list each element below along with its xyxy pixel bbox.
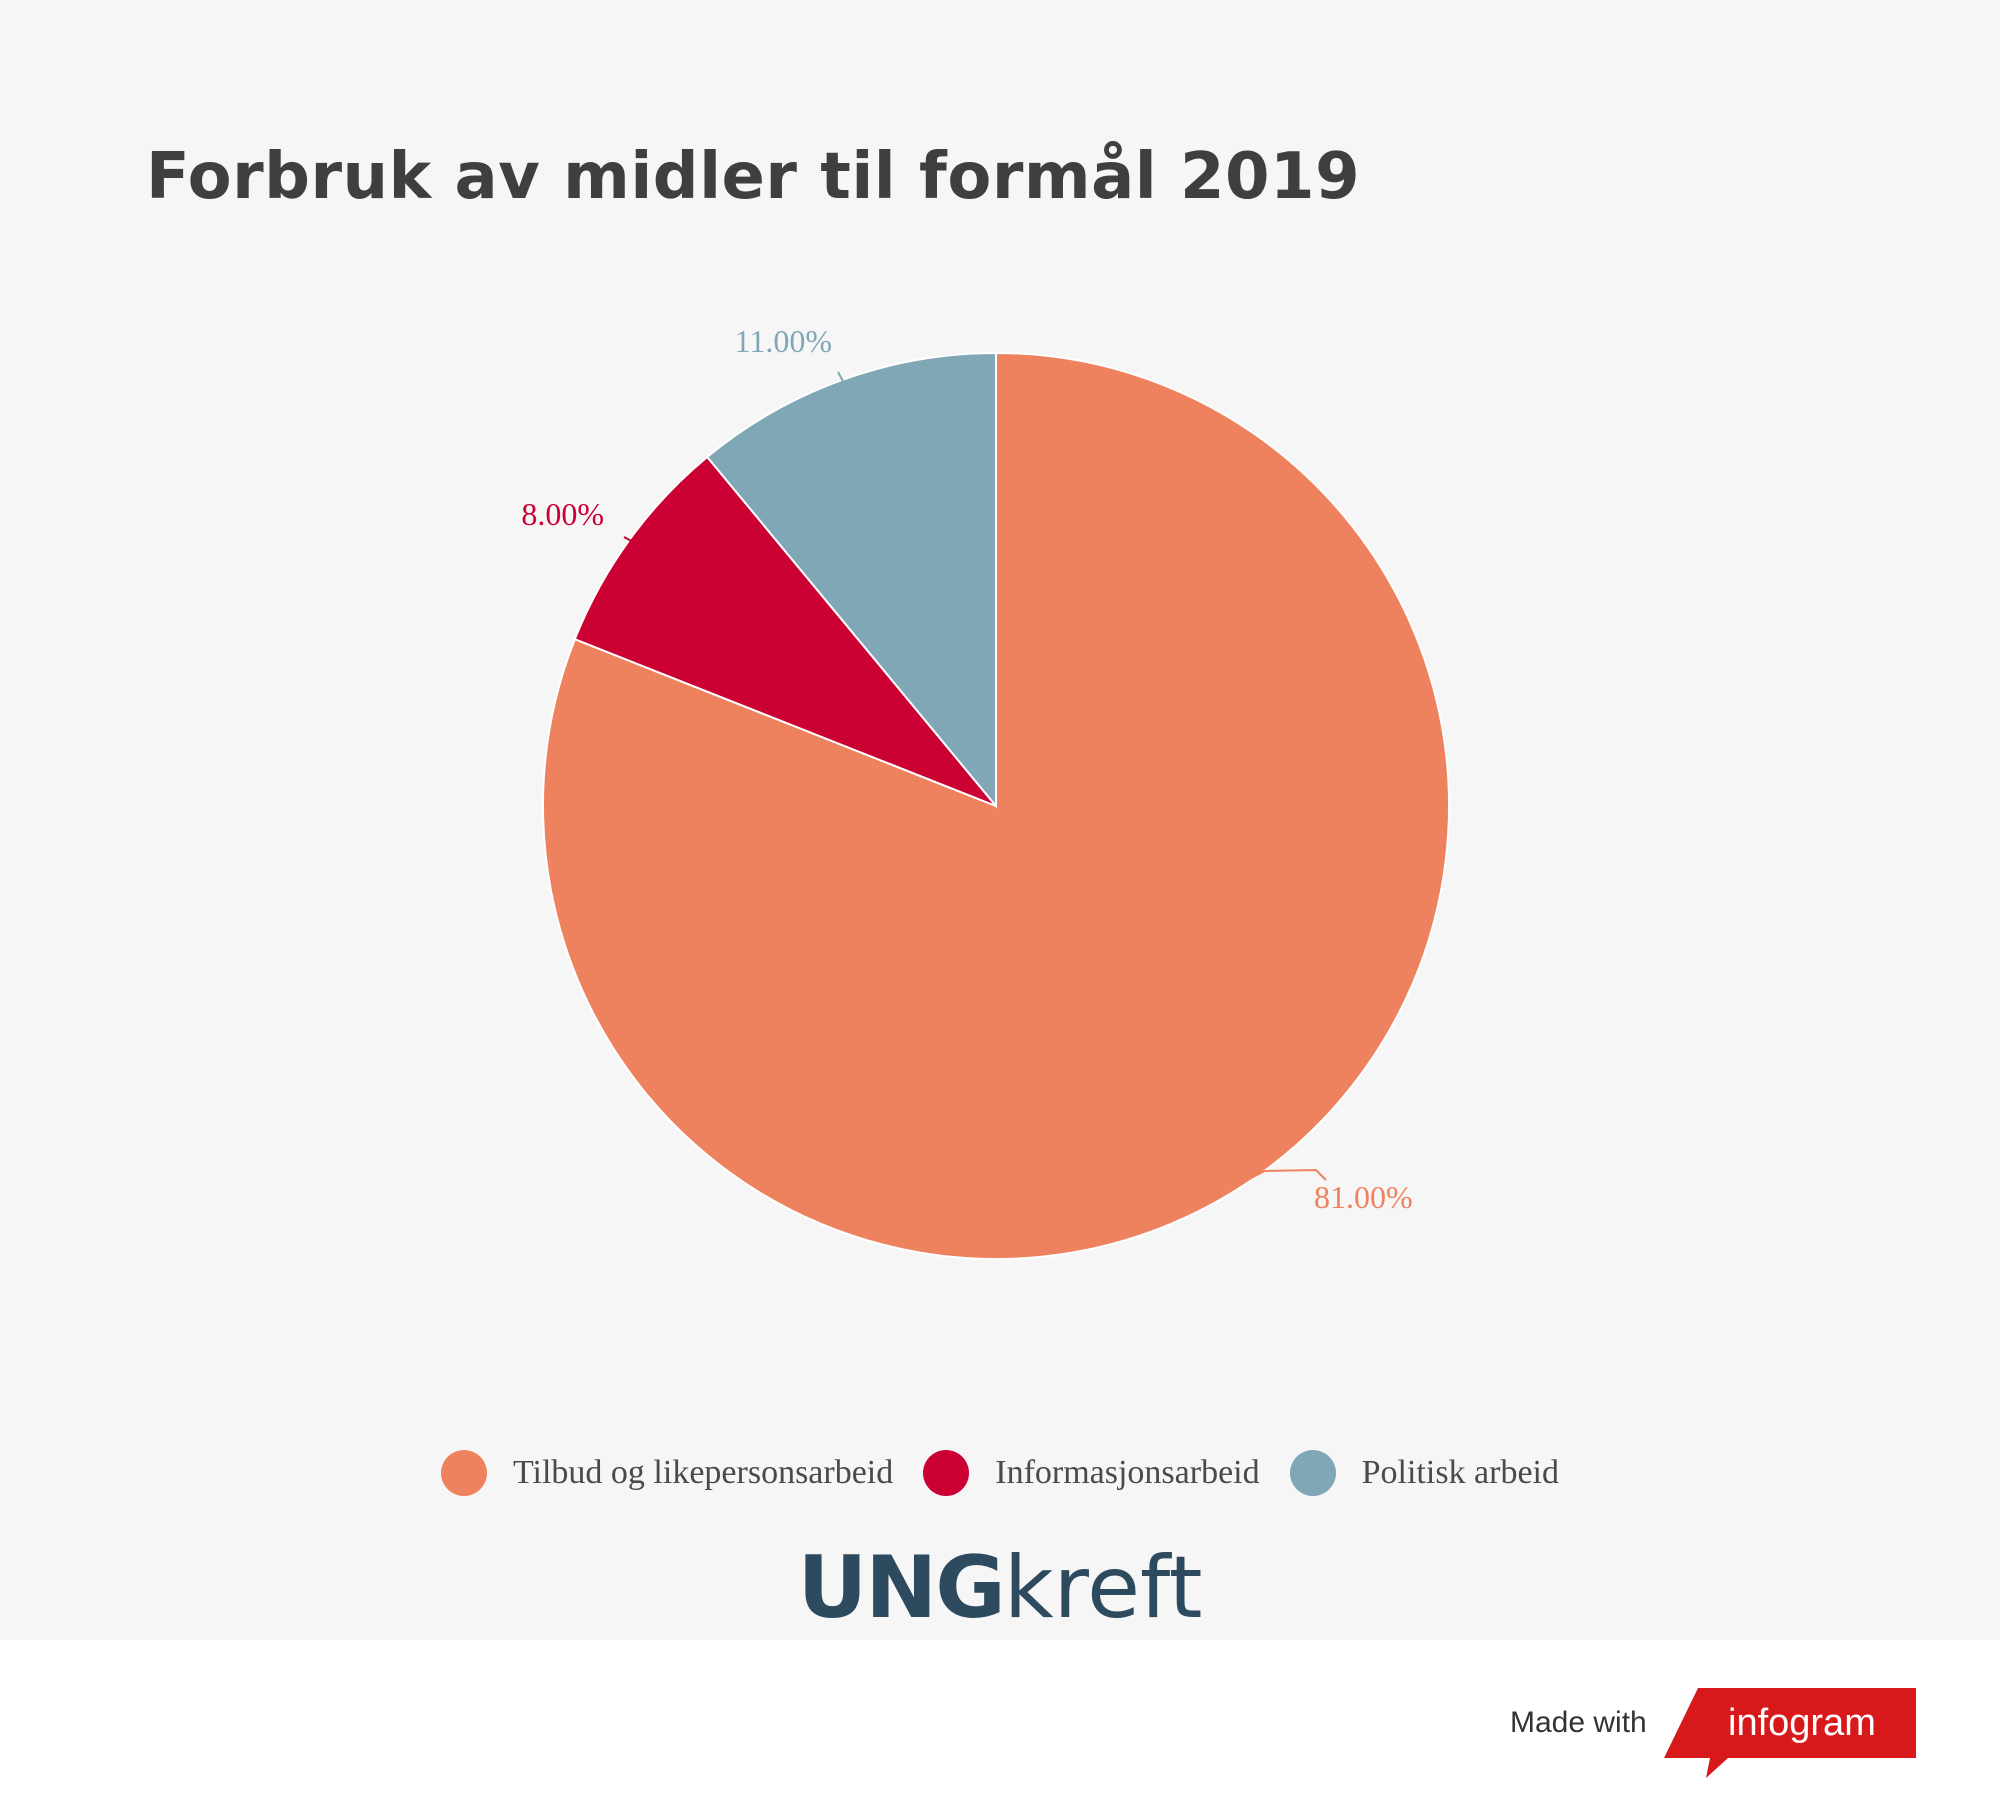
- ungkreft-logo: UNGkreft: [0, 1545, 2000, 1631]
- legend-swatch-1: [923, 1450, 970, 1496]
- made-with-text: Made with: [1510, 1706, 1647, 1739]
- data-label-2: 8.00%: [521, 496, 604, 532]
- data-label-1: 81.00%: [1314, 1179, 1413, 1215]
- pie-chart: 81.00% 8.00% 11.00%: [521, 323, 1450, 1260]
- legend-label: Informasjonsarbeid: [995, 1454, 1260, 1491]
- legend-item[interactable]: Tilbud og likepersonsarbeid: [440, 1450, 894, 1496]
- leader-line-3: [837, 371, 845, 383]
- footer: [0, 1640, 2000, 1811]
- data-label-3: 11.00%: [735, 323, 832, 359]
- infogram-logo-text[interactable]: infogram: [1728, 1702, 1876, 1744]
- infogram-badge-icon[interactable]: [1664, 1688, 1916, 1778]
- logo-light-text: kreft: [1003, 1538, 1203, 1638]
- chart-title: Forbruk av midler til formål 2019: [146, 140, 1361, 214]
- legend-swatch-2: [1289, 1450, 1336, 1496]
- leader-line-1: [1249, 1168, 1327, 1181]
- legend-item[interactable]: Informasjonsarbeid: [923, 1450, 1260, 1496]
- legend-item[interactable]: Politisk arbeid: [1289, 1450, 1560, 1496]
- legend-swatch-0: [440, 1450, 487, 1496]
- legend: Tilbud og likepersonsarbeid Informasjons…: [0, 1448, 2000, 1498]
- logo-strong-text: UNG: [797, 1538, 1005, 1638]
- leader-line-2: [623, 536, 632, 542]
- legend-label: Politisk arbeid: [1361, 1454, 1560, 1491]
- legend-label: Tilbud og likepersonsarbeid: [512, 1454, 894, 1491]
- chart-canvas: Forbruk av midler til formål 2019 81.00%…: [0, 140, 2000, 1631]
